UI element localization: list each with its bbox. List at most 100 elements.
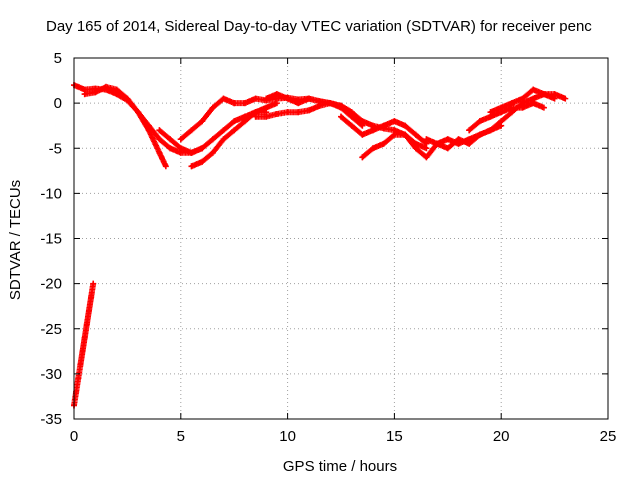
data-point (156, 127, 163, 134)
data-point (220, 127, 227, 134)
data-point (167, 136, 174, 143)
series-trail (71, 282, 96, 409)
data-point (177, 136, 184, 143)
data-point (156, 136, 163, 143)
y-tick-label: -15 (40, 231, 62, 248)
data-point (359, 122, 366, 129)
data-point (327, 100, 334, 107)
y-axis-label: SDTVAR / TECUs (7, 180, 24, 300)
chart-title: Day 165 of 2014, Sidereal Day-to-day VTE… (46, 18, 592, 35)
data-point (391, 118, 398, 125)
data-point (113, 86, 120, 93)
data-point (391, 131, 398, 138)
data-point (273, 110, 280, 117)
data-point (284, 109, 291, 116)
data-point (252, 95, 259, 102)
data-point (412, 145, 419, 152)
data-point (85, 307, 92, 314)
data-point (423, 154, 430, 161)
data-point (284, 95, 291, 102)
data-point (231, 100, 238, 107)
x-tick-label: 0 (70, 428, 78, 445)
series-track-i (338, 113, 430, 147)
series-track-c (156, 109, 270, 156)
data-point (241, 100, 248, 107)
data-point (423, 136, 430, 143)
data-point (209, 149, 216, 156)
data-point (562, 95, 569, 102)
data-point (295, 109, 302, 116)
data-point (199, 118, 206, 125)
data-point (402, 131, 409, 138)
data-point (466, 127, 473, 134)
data-point (188, 149, 195, 156)
x-tick-label: 5 (177, 428, 185, 445)
data-point (530, 100, 537, 107)
y-tick-label: -35 (40, 411, 62, 428)
data-point (338, 113, 344, 120)
data-point (359, 131, 366, 138)
y-tick-label: -20 (40, 276, 62, 293)
data-point (487, 113, 494, 120)
x-tick-label: 25 (600, 428, 617, 445)
grid-layer (74, 58, 608, 419)
data-point (263, 95, 270, 102)
data-point (77, 361, 84, 368)
data-point (83, 321, 90, 328)
data-point (466, 140, 473, 147)
y-tick-label: 0 (54, 95, 62, 112)
data-point (380, 122, 387, 129)
data-point (444, 136, 451, 143)
data-point (81, 91, 88, 98)
data-point (273, 91, 280, 98)
data-point (540, 91, 547, 98)
data-point (348, 109, 355, 116)
data-point (316, 98, 323, 105)
data-point (540, 104, 547, 111)
data-point (305, 107, 312, 114)
data-point (444, 145, 451, 152)
data-point (135, 109, 142, 116)
data-point (498, 109, 505, 116)
y-tick-label: -10 (40, 185, 62, 202)
data-point (156, 149, 163, 156)
y-tick-label: 5 (54, 50, 62, 67)
data-point (359, 154, 366, 161)
data-point (476, 131, 483, 138)
series-track-b (81, 83, 169, 170)
data-point (295, 100, 302, 107)
data-point (434, 140, 441, 147)
data-point (231, 118, 238, 125)
y-tick-label: -25 (40, 321, 62, 338)
data-point (348, 122, 355, 129)
data-point (199, 145, 206, 152)
series-trail (81, 83, 169, 168)
data-point (530, 86, 537, 93)
series-track-d (188, 100, 280, 170)
data-point (498, 118, 505, 125)
data-point (370, 145, 377, 152)
data-point (188, 163, 195, 170)
data-point (455, 136, 462, 143)
data-point (177, 145, 184, 152)
data-point (162, 163, 169, 170)
data-point (551, 95, 558, 102)
data-point (380, 140, 387, 147)
data-point (338, 102, 344, 109)
data-point (305, 95, 312, 102)
data-point (145, 127, 152, 134)
data-point (167, 145, 174, 152)
x-tick-label: 15 (386, 428, 403, 445)
data-point (81, 334, 88, 341)
y-tick-label: -30 (40, 366, 62, 383)
data-point (263, 104, 270, 111)
x-tick-label: 10 (279, 428, 296, 445)
x-axis-label: GPS time / hours (283, 458, 397, 475)
data-point (220, 95, 227, 102)
y-tick-label: -5 (49, 140, 62, 157)
series-track-h (263, 91, 355, 116)
data-point (370, 127, 377, 134)
data-point (412, 131, 419, 138)
x-tick-label: 20 (493, 428, 510, 445)
